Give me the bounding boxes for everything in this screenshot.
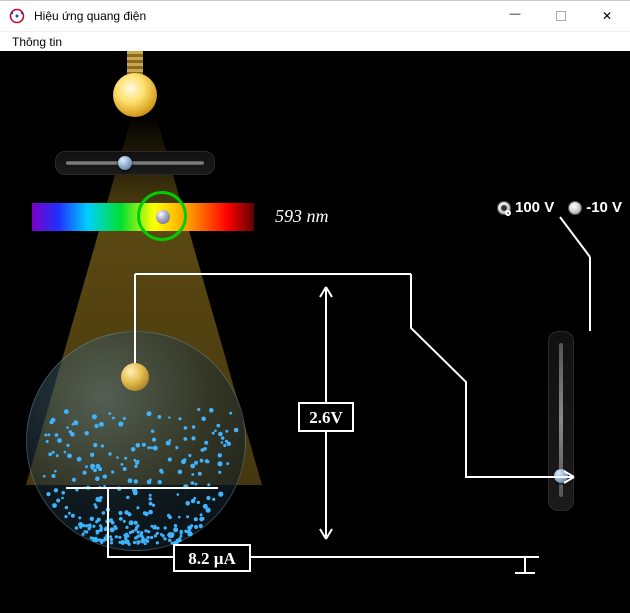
simulation-canvas: 593 nm 100 V -10 V 2.6V 8.2 µA [0,51,630,613]
intensity-slider-knob[interactable] [118,156,132,170]
svg-text:8.2 µA: 8.2 µA [188,549,236,568]
voltage-radio-100v-label: 100 V [515,199,554,216]
menu-info[interactable]: Thông tin [6,34,68,50]
voltage-radio-neg10v-label: -10 V [586,199,622,216]
emitter-wire [134,274,136,368]
wavelength-label: 593 nm [275,206,329,227]
voltage-radio-100v[interactable] [497,201,511,215]
wavelength-slider-knob[interactable] [156,210,170,224]
voltage-radio-neg10v[interactable] [568,201,582,215]
close-button[interactable]: ✕ [584,1,630,31]
maximize-button [538,1,584,31]
titlebar: Hiệu ứng quang điện — ✕ [0,1,630,31]
voltage-range-selector: 100 V -10 V [497,199,622,216]
bulb-icon [113,73,157,117]
app-icon [8,7,26,25]
intensity-slider-track [66,161,204,165]
minimize-button[interactable]: — [492,1,538,31]
window-title: Hiệu ứng quang điện [34,9,146,23]
menubar: Thông tin [0,31,630,51]
voltage-slider-knob[interactable] [554,469,568,483]
svg-text:2.6V: 2.6V [309,408,343,427]
emitter-ball-icon [121,363,149,391]
